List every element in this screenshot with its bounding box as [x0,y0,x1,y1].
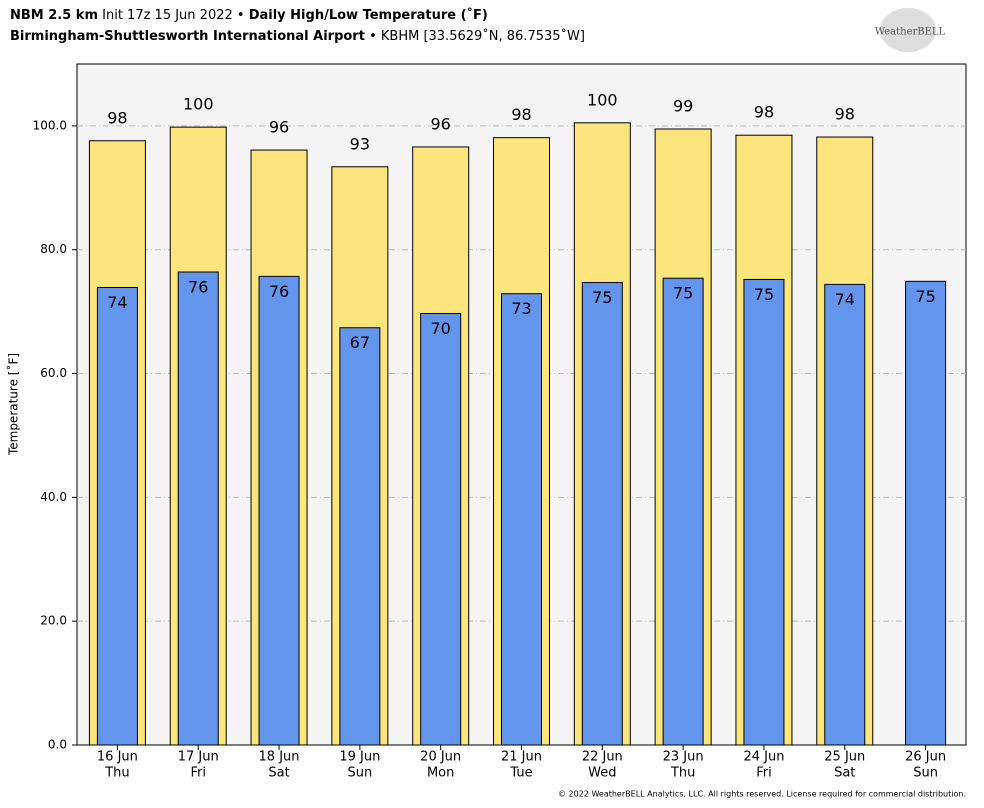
x-tick-label: 21 Jun [501,750,542,765]
bar [743,278,785,746]
x-tick-label: 25 Jun [824,750,865,765]
value-label: 100 [587,90,618,109]
x-tick-label: Sun [347,766,372,781]
value-label: 67 [350,333,370,352]
bar [420,312,462,746]
value-label: 93 [350,134,370,153]
x-tick-label: 23 Jun [663,750,704,765]
value-label: 98 [835,105,855,124]
value-label: 75 [754,285,774,304]
x-tick-label: Sat [268,766,289,781]
x-tick-label: Sat [834,766,855,781]
x-tick-label: 26 Jun [905,750,946,765]
x-tick-label: Wed [588,766,616,781]
x-tick-label: Fri [190,766,206,781]
x-tick-label: 19 Jun [339,750,380,765]
x-tick-label: 24 Jun [743,750,784,765]
value-label: 75 [915,287,935,306]
bar [177,271,219,746]
title-part: Init 17z 15 Jun 2022 • [102,8,244,23]
value-label: 98 [107,108,127,127]
bar [824,283,866,746]
x-tick-label: Mon [427,766,454,781]
value-label: 100 [183,95,214,114]
y-tick-label: 20.0 [40,614,67,628]
x-tick-label: Sun [913,766,938,781]
x-tick-label: Thu [670,766,695,781]
logo-mark [880,8,936,52]
y-tick-label: 80.0 [40,242,67,256]
subtitle-part: Birmingham-Shuttlesworth International A… [10,29,365,44]
value-label: 74 [107,293,127,312]
y-tick-label: 0.0 [48,738,67,752]
value-label: 76 [188,278,208,297]
bar [258,275,300,746]
value-label: 70 [431,319,451,338]
value-label: 75 [673,284,693,303]
x-tick-label: 16 Jun [97,750,138,765]
value-label: 98 [511,105,531,124]
bar [501,293,542,746]
value-label: 76 [269,282,289,301]
value-label: 74 [835,290,855,309]
title-part: Daily High/Low Temperature (˚F) [249,7,488,23]
value-label: 99 [673,97,693,116]
y-axis-label: Temperature [˚F] [6,353,21,456]
y-tick-label: 60.0 [40,366,67,380]
bar [339,327,381,746]
x-tick-label: 22 Jun [582,750,623,765]
x-tick-label: Fri [756,766,772,781]
value-label: 96 [269,118,289,137]
y-tick-label: 40.0 [40,490,67,504]
bar [905,280,947,746]
logo: WeatherBELL [875,27,946,38]
subtitle-part: • KBHM [33.5629˚N, 86.7535˚W] [369,28,585,44]
bar [662,277,704,746]
value-label: 98 [754,103,774,122]
title: NBM 2.5 km Init 17z 15 Jun 2022 • Daily … [10,7,488,23]
value-label: 73 [511,299,531,318]
x-tick-label: 17 Jun [178,750,219,765]
title-part: NBM 2.5 km [10,8,98,23]
x-tick-label: 20 Jun [420,750,461,765]
bar [581,282,623,746]
value-label: 96 [431,114,451,133]
x-tick-label: 18 Jun [259,750,300,765]
x-tick-label: Tue [509,766,532,781]
bar [96,286,138,746]
value-label: 75 [592,288,612,307]
y-tick-label: 100.0 [33,118,67,132]
subtitle: Birmingham-Shuttlesworth International A… [10,28,585,44]
footer: © 2022 WeatherBELL Analytics, LLC. All r… [558,790,966,799]
x-tick-label: Thu [104,766,129,781]
